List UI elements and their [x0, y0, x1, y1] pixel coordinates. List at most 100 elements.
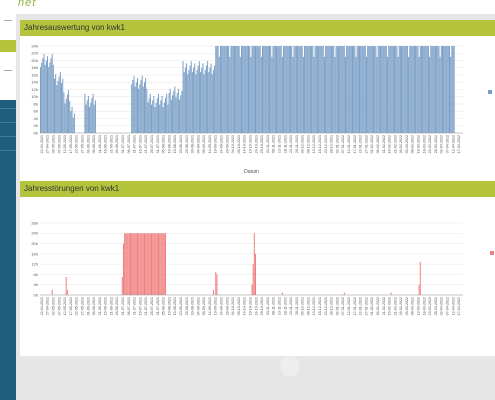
y-tick-label: 4h	[34, 282, 38, 287]
bar	[203, 74, 205, 133]
x-tick-label: 02-01-2022	[335, 297, 339, 315]
bar	[156, 233, 158, 295]
bar	[451, 46, 453, 133]
x-tick-label: 06-06-2021	[92, 297, 96, 315]
bar	[342, 46, 344, 133]
bar	[87, 96, 89, 133]
x-tick-label: 19-09-2021	[214, 135, 218, 153]
bar	[207, 61, 209, 133]
bar	[236, 46, 238, 133]
bar	[132, 233, 134, 295]
bar	[240, 46, 242, 133]
bar	[299, 46, 301, 133]
bar	[398, 46, 400, 133]
bar	[278, 46, 280, 133]
x-tick-label: 08-12-2021	[306, 297, 310, 315]
bar	[160, 233, 162, 295]
bar	[55, 74, 57, 133]
sidebar-active-item[interactable]	[0, 40, 16, 52]
bar	[224, 46, 226, 133]
bar	[446, 46, 448, 133]
x-tick-label: 06-02-2022	[376, 135, 380, 153]
x-tick-label: 21-02-2022	[393, 297, 397, 315]
bar	[427, 46, 429, 133]
bar	[217, 46, 219, 133]
x-tick-label: 07-01-2022	[341, 297, 345, 315]
bar	[322, 46, 324, 133]
x-tick-label: 03-11-2021	[266, 135, 270, 153]
x-tick-label: 23-11-2021	[289, 297, 293, 315]
bar	[343, 46, 345, 133]
x-tick-label: 17-01-2022	[353, 297, 357, 315]
bar	[344, 56, 346, 133]
bar	[172, 95, 174, 133]
bar	[340, 46, 342, 133]
bar	[161, 96, 163, 133]
x-tick-label: 16-06-2021	[104, 297, 108, 315]
bar	[235, 46, 237, 133]
x-tick-label: 18-11-2021	[283, 135, 287, 153]
bar	[434, 46, 436, 133]
bar	[250, 56, 252, 133]
bar	[93, 104, 95, 133]
x-tick-label: 09-10-2021	[237, 297, 241, 315]
sidebar-tick	[4, 20, 12, 21]
x-tick-label: 27-04-2021	[46, 135, 50, 153]
bar	[212, 69, 214, 133]
bar	[180, 95, 182, 133]
bar	[138, 88, 140, 133]
bar	[252, 46, 254, 133]
bar	[63, 92, 65, 133]
bar	[210, 63, 212, 133]
bar	[66, 94, 68, 133]
bar	[204, 69, 206, 133]
scroll-top-button[interactable]	[280, 356, 300, 376]
bar	[406, 46, 408, 133]
bar	[226, 46, 228, 133]
bar	[69, 101, 71, 133]
y-tick-label: 10h	[31, 94, 38, 99]
bars	[51, 233, 421, 295]
x-tick-label: 12-05-2021	[63, 135, 67, 153]
bar	[90, 102, 92, 133]
bar	[354, 46, 356, 133]
bar	[163, 102, 165, 133]
y-tick-label: 20h	[31, 58, 38, 63]
x-tick-label: 29-10-2021	[260, 297, 264, 315]
bar	[391, 46, 393, 133]
x-tick-label: 30-08-2021	[191, 297, 195, 315]
bar	[158, 93, 160, 133]
bar	[166, 93, 168, 133]
x-tick-label: 17-01-2022	[353, 135, 357, 153]
bar	[233, 46, 235, 133]
bar	[277, 46, 279, 133]
panel-annual-faults: Jahresstörungen von kwk1 0h 4h 8h 12h 16h 20h…	[20, 181, 495, 356]
x-tick-label: 26-02-2022	[399, 297, 403, 315]
bar	[362, 46, 364, 133]
x-tick-label: 26-07-2021	[150, 135, 154, 153]
bar	[168, 93, 170, 133]
bar	[280, 46, 282, 133]
bar	[141, 233, 143, 295]
bar	[259, 46, 261, 133]
x-tick-label: 19-10-2021	[249, 297, 253, 315]
sidebar-tick	[4, 70, 12, 71]
bar	[440, 46, 442, 133]
bar	[72, 117, 74, 133]
x-tick-label: 22-04-2021	[40, 297, 44, 315]
bar	[177, 88, 179, 133]
x-tick-label: 31-07-2021	[156, 297, 160, 315]
bar	[201, 67, 203, 133]
bar	[154, 233, 156, 295]
x-tick-label: 29-09-2021	[225, 135, 229, 153]
bar	[200, 72, 202, 133]
bar	[366, 56, 368, 133]
bar	[409, 46, 411, 133]
bar	[42, 58, 44, 134]
bar	[370, 46, 372, 133]
x-tick-label: 05-08-2021	[162, 297, 166, 315]
bar	[314, 46, 316, 133]
bar	[147, 233, 149, 295]
bar	[62, 78, 64, 133]
bar	[237, 46, 239, 133]
